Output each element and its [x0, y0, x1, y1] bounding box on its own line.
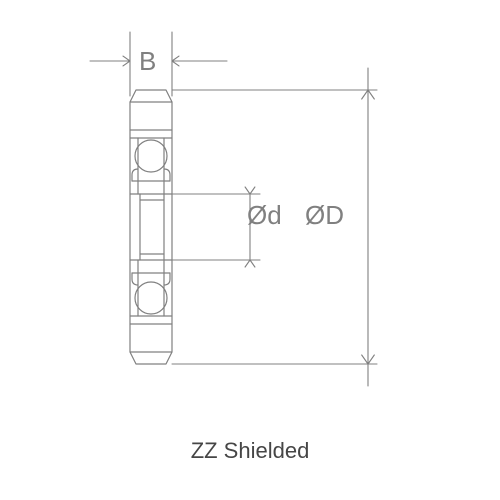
diagram-stage: B Ød ØD ZZ Shielded	[0, 0, 500, 500]
dimension-label-D: ØD	[305, 200, 344, 231]
dimension-label-d: Ød	[247, 200, 282, 231]
bearing-drawing-svg	[0, 0, 500, 500]
figure-caption: ZZ Shielded	[0, 438, 500, 464]
dimension-label-B: B	[139, 46, 156, 77]
